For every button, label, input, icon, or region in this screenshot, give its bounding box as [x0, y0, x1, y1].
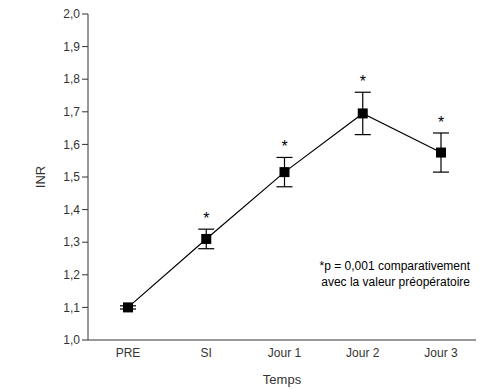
svg-text:1,1: 1,1 — [63, 301, 80, 315]
svg-text:1,2: 1,2 — [63, 268, 80, 282]
svg-text:Jour 1: Jour 1 — [268, 346, 302, 360]
svg-text:SI: SI — [201, 346, 212, 360]
svg-text:1,3: 1,3 — [63, 235, 80, 249]
svg-text:2,0: 2,0 — [63, 7, 80, 21]
svg-text:1,8: 1,8 — [63, 72, 80, 86]
svg-text:Jour 3: Jour 3 — [424, 346, 458, 360]
svg-text:Jour 2: Jour 2 — [346, 346, 380, 360]
svg-text:Temps: Temps — [263, 372, 302, 387]
html-text:avec la valeur préopératoire: avec la valeur préopératoire — [321, 275, 470, 289]
svg-text:PRE: PRE — [116, 346, 141, 360]
svg-text:INR: INR — [33, 166, 48, 188]
svg-text:*: * — [438, 114, 444, 131]
html-text:*p = 0,001 comparativement: *p = 0,001 comparativement — [319, 259, 470, 273]
svg-text:1,4: 1,4 — [63, 203, 80, 217]
svg-text:*: * — [203, 210, 209, 227]
svg-text:1,5: 1,5 — [63, 170, 80, 184]
svg-text:1,9: 1,9 — [63, 40, 80, 54]
svg-text:1,0: 1,0 — [63, 333, 80, 347]
svg-text:*: * — [360, 73, 366, 90]
svg-text:1,7: 1,7 — [63, 105, 80, 119]
svg-text:1,6: 1,6 — [63, 138, 80, 152]
svg-text:*: * — [281, 138, 287, 155]
